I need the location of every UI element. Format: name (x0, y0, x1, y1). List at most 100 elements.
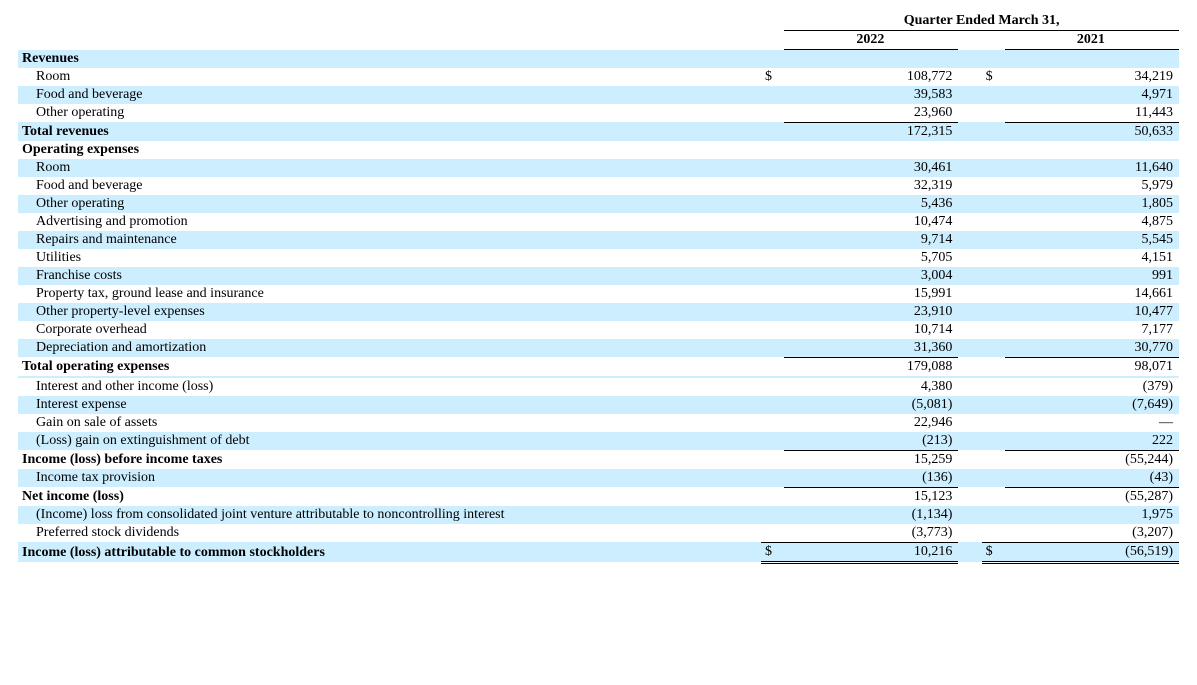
currency-symbol (761, 285, 784, 303)
currency-symbol (982, 213, 1005, 231)
row-label: Franchise costs (18, 267, 761, 285)
table-body: RevenuesRoom$108,772$34,219Food and beve… (18, 50, 1179, 563)
value-col-1 (1005, 141, 1179, 159)
row-label: Food and beverage (18, 86, 761, 104)
value-col-0: 32,319 (784, 177, 958, 195)
currency-symbol (982, 303, 1005, 321)
value-col-0: (3,773) (784, 524, 958, 543)
value-col-1: 4,875 (1005, 213, 1179, 231)
currency-symbol: $ (982, 542, 1005, 562)
table-row: Room30,46111,640 (18, 159, 1179, 177)
currency-symbol (982, 231, 1005, 249)
value-col-1: 4,151 (1005, 249, 1179, 267)
currency-symbol (982, 524, 1005, 543)
currency-symbol (982, 267, 1005, 285)
currency-symbol (761, 524, 784, 543)
currency-symbol (982, 249, 1005, 267)
currency-symbol (982, 357, 1005, 376)
table-row: Income (loss) before income taxes15,259(… (18, 450, 1179, 469)
value-col-1: 11,443 (1005, 104, 1179, 123)
table-row: Property tax, ground lease and insurance… (18, 285, 1179, 303)
currency-symbol (761, 432, 784, 451)
value-col-1: 34,219 (1005, 68, 1179, 86)
row-label: Gain on sale of assets (18, 414, 761, 432)
value-col-1 (1005, 50, 1179, 68)
row-label: Operating expenses (18, 141, 761, 159)
currency-symbol: $ (761, 542, 784, 562)
value-col-1: (379) (1005, 378, 1179, 396)
value-col-0: 22,946 (784, 414, 958, 432)
value-col-0: 30,461 (784, 159, 958, 177)
row-label: Property tax, ground lease and insurance (18, 285, 761, 303)
table-row: Food and beverage 39,583 4,971 (18, 86, 1179, 104)
value-col-1: — (1005, 414, 1179, 432)
currency-symbol (761, 213, 784, 231)
value-col-1: 14,661 (1005, 285, 1179, 303)
row-label: Net income (loss) (18, 487, 761, 506)
value-col-1: 1,975 (1005, 506, 1179, 524)
table-row: Other property-level expenses 23,910 10,47… (18, 303, 1179, 321)
value-col-0: 23,910 (784, 303, 958, 321)
value-col-1: 4,971 (1005, 86, 1179, 104)
currency-symbol (761, 86, 784, 104)
value-col-0: 39,583 (784, 86, 958, 104)
row-label: Interest expense (18, 396, 761, 414)
year-header-0: 2022 (784, 31, 958, 50)
row-label: Income (loss) before income taxes (18, 450, 761, 469)
table-row: Operating expenses (18, 141, 1179, 159)
value-col-0: 15,991 (784, 285, 958, 303)
table-row: Income (loss) attributable to common sto… (18, 542, 1179, 562)
row-label: Room (18, 68, 761, 86)
table-row: Total revenues172,31550,633 (18, 122, 1179, 141)
currency-symbol (761, 249, 784, 267)
value-col-1: 222 (1005, 432, 1179, 451)
value-col-0 (784, 141, 958, 159)
value-col-0: 31,360 (784, 339, 958, 358)
period-header: Quarter Ended March 31, (784, 12, 1179, 31)
currency-symbol (761, 450, 784, 469)
table-row: Other operating23,96011,443 (18, 104, 1179, 123)
row-label: Corporate overhead (18, 321, 761, 339)
value-col-1: 991 (1005, 267, 1179, 285)
currency-symbol (982, 450, 1005, 469)
currency-symbol (761, 141, 784, 159)
currency-symbol (982, 339, 1005, 358)
row-label: Food and beverage (18, 177, 761, 195)
row-label: Utilities (18, 249, 761, 267)
value-col-0: (5,081) (784, 396, 958, 414)
value-col-0: (213) (784, 432, 958, 451)
table-row: Franchise costs3,004991 (18, 267, 1179, 285)
table-header: Quarter Ended March 31, 2022 2021 (18, 12, 1179, 50)
currency-symbol (982, 414, 1005, 432)
financial-table: Quarter Ended March 31, 2022 2021 Revenu… (18, 12, 1179, 564)
currency-symbol (761, 339, 784, 358)
currency-symbol (982, 378, 1005, 396)
value-col-0: 15,123 (784, 487, 958, 506)
value-col-1: 10,477 (1005, 303, 1179, 321)
row-label: Room (18, 159, 761, 177)
currency-symbol (761, 195, 784, 213)
currency-symbol (982, 86, 1005, 104)
row-label: Repairs and maintenance (18, 231, 761, 249)
table-row: Income tax provision(136)(43) (18, 469, 1179, 488)
value-col-0: 23,960 (784, 104, 958, 123)
currency-symbol (761, 50, 784, 68)
currency-symbol (761, 414, 784, 432)
row-label: (Income) loss from consolidated joint ve… (18, 506, 761, 524)
value-col-1: 98,071 (1005, 357, 1179, 376)
currency-symbol (982, 469, 1005, 488)
table-row: Interest expense(5,081)(7,649) (18, 396, 1179, 414)
row-label: Other property-level expenses (18, 303, 761, 321)
table-row: Food and beverage 32,319 5,979 (18, 177, 1179, 195)
table-row: Corporate overhead10,7147,177 (18, 321, 1179, 339)
value-col-1: (55,287) (1005, 487, 1179, 506)
value-col-1: 5,979 (1005, 177, 1179, 195)
row-label: Interest and other income (loss) (18, 378, 761, 396)
currency-symbol (761, 104, 784, 123)
currency-symbol (982, 104, 1005, 123)
row-label: Revenues (18, 50, 761, 68)
table-row: Depreciation and amortization31,36030,77… (18, 339, 1179, 358)
currency-symbol (761, 357, 784, 376)
table-row: Advertising and promotion10,4744,875 (18, 213, 1179, 231)
value-col-1: (55,244) (1005, 450, 1179, 469)
